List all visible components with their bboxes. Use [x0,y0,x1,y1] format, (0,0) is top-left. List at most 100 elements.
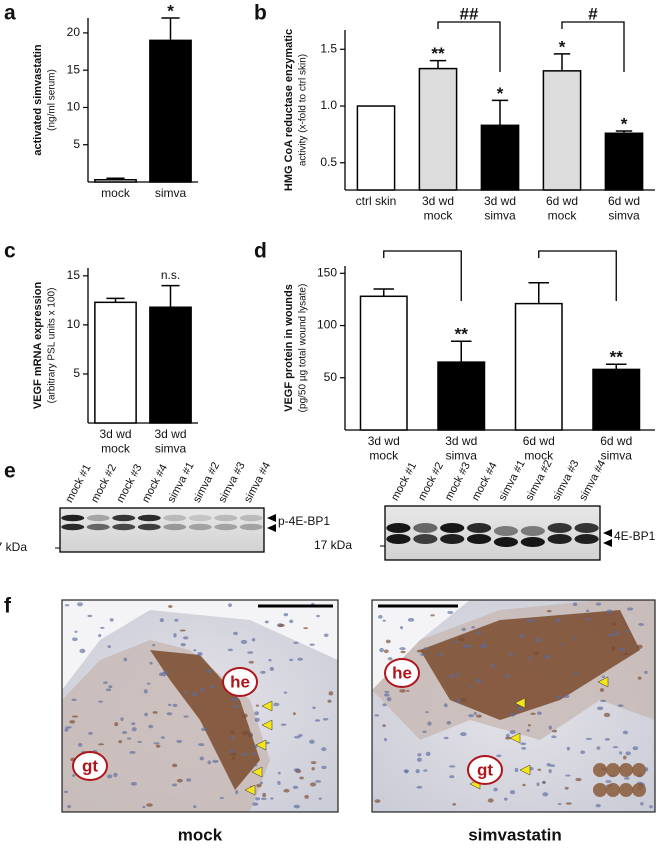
bar [542,70,582,191]
significance: ** [455,325,469,344]
arrowhead [261,700,273,712]
nucleus [137,740,143,743]
nucleus [632,746,639,751]
nucleus [379,647,384,653]
arrowhead [603,539,612,547]
stained-cell [619,783,633,797]
y-tick-label: 5 [73,137,80,151]
nucleus [309,739,315,744]
nucleus [430,614,435,617]
x-tick-label: 6d wd mock [546,194,578,222]
nucleus [318,797,322,800]
error-bar [161,17,180,41]
nucleus [556,695,562,699]
nucleus [240,639,248,644]
nucleus [542,792,549,797]
significance: * [497,84,504,103]
nucleus [572,672,579,675]
nucleus [289,658,294,662]
nucleus [469,685,473,688]
nucleus [293,641,299,644]
nucleus [251,637,256,642]
background [372,600,470,690]
nucleus [255,797,261,801]
nucleus [254,764,258,767]
panel-letter: c [4,240,16,263]
nucleus [314,719,321,722]
nucleus [193,805,197,809]
y-tick-label: 1.5 [320,41,337,55]
significance: n.s. [161,268,180,282]
nucleus [233,705,239,709]
nucleus [449,775,455,779]
nucleus [198,743,205,747]
nucleus [603,712,611,718]
nucleus [63,790,69,794]
nucleus [292,785,299,789]
micrograph-frame [61,599,339,813]
nucleus [201,727,207,732]
nucleus [255,704,259,707]
y-axis-unit: (ng/ml serum) [47,69,58,131]
nucleus [72,637,78,642]
nucleus [542,781,546,784]
nucleus [382,703,387,707]
nucleus [463,644,469,649]
background [62,600,338,690]
y-axis-unit: activity (x-fold to ctrl skin) [298,54,309,166]
nucleus [425,711,429,714]
nucleus [303,627,309,630]
bar [514,302,563,431]
nucleus [460,698,467,702]
error-bar [373,288,394,297]
band [61,523,85,531]
nucleus [321,765,327,770]
nucleus [280,723,287,726]
nucleus [475,631,482,634]
y-tick-label: 10 [67,317,81,331]
y-tick-label: 15 [67,62,81,76]
y-axis-label: VEGF protein in wounds [283,284,295,412]
nucleus [517,708,522,711]
bar [149,39,192,183]
nucleus [113,772,118,778]
nucleus [490,663,496,668]
nucleus [611,646,616,651]
band [61,514,85,522]
nucleus [534,651,539,655]
lane-label: mock #3 [443,460,473,502]
nucleus [385,639,391,644]
x-tick-label: 3d wd simva [154,427,186,455]
lane-label: mock #4 [470,460,500,502]
nucleus [536,782,540,787]
nucleus [383,738,388,742]
nucleus [184,690,188,694]
band [547,534,572,544]
nucleus [176,739,183,743]
nucleus [400,650,406,654]
nucleus [399,647,406,651]
nucleus [146,803,153,807]
nucleus [443,736,449,740]
nucleus [270,797,274,800]
x-tick-label: mock [101,186,131,200]
blot [59,507,265,553]
band [163,523,187,531]
error-bar [606,363,627,370]
y-tick-label: 150 [317,265,337,279]
label-circle [467,755,503,785]
lane-label: mock #1 [389,460,419,502]
nucleus [384,690,390,693]
nucleus [611,622,617,626]
nucleus [460,732,467,737]
nucleus [597,706,604,711]
micrograph-caption: simvastatin [468,825,562,844]
nucleus [564,786,569,790]
label-circle [222,667,258,697]
panel-letter: a [4,2,16,25]
nucleus [407,618,415,622]
nucleus [161,672,167,677]
nucleus [623,755,627,760]
nucleus [458,637,465,642]
nucleus [105,688,112,692]
